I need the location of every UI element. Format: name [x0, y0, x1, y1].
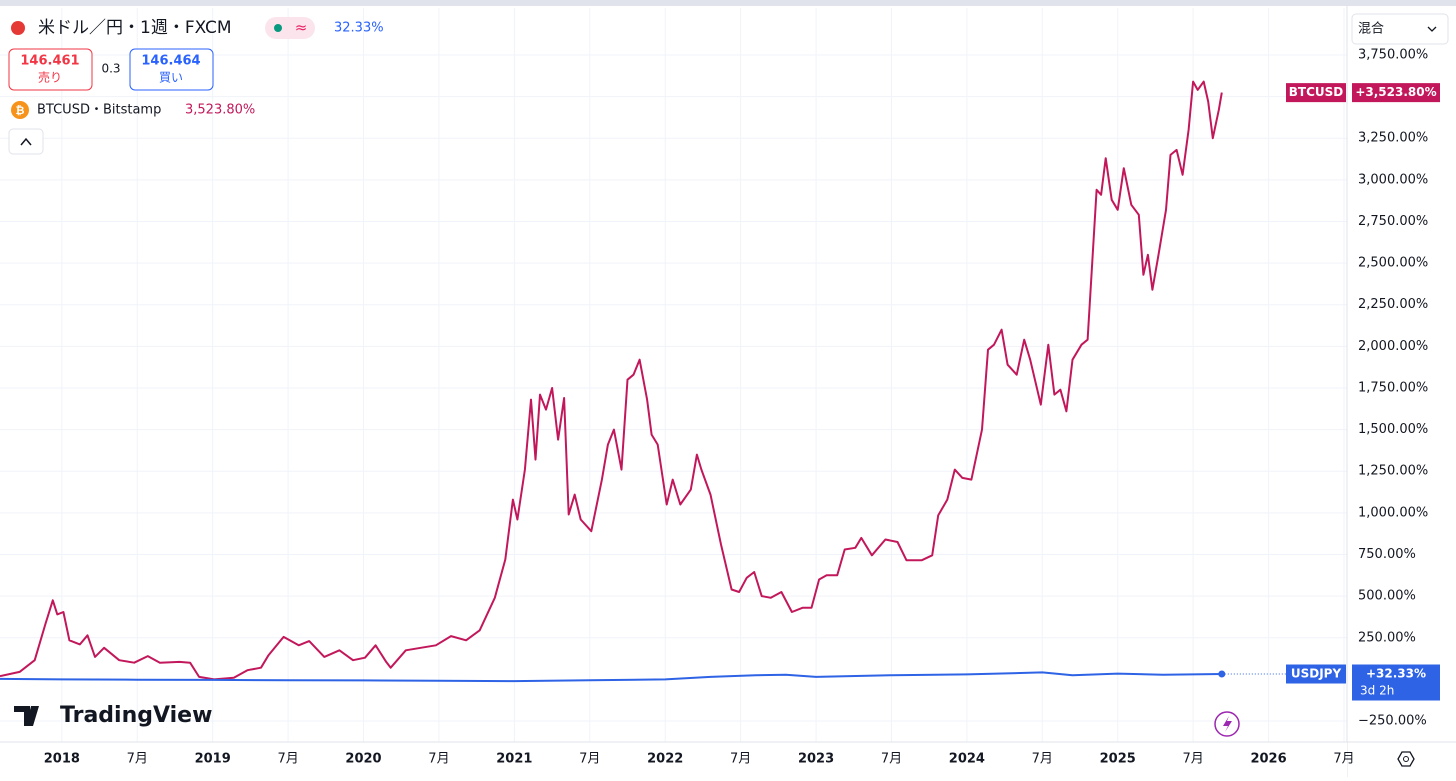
- grid: [0, 8, 1347, 742]
- y-tick-label: 1,000.00%: [1358, 505, 1428, 520]
- series-tag-name: USDJPY: [1291, 667, 1342, 681]
- x-tick-label: 7月: [579, 752, 600, 767]
- x-tick-label: 7月: [1032, 752, 1053, 767]
- buy-label: 買い: [159, 71, 183, 85]
- sell-price: 146.461: [20, 54, 79, 69]
- x-tick-label: 2023: [798, 752, 834, 767]
- x-tick-label: 2019: [195, 752, 231, 767]
- settings-icon[interactable]: [1397, 751, 1415, 767]
- x-tick-label: 2025: [1100, 752, 1136, 767]
- buy-price: 146.464: [141, 54, 200, 69]
- x-tick-label: 7月: [730, 752, 751, 767]
- scale-mode-button[interactable]: [1351, 13, 1449, 45]
- btc-icon: [11, 101, 29, 119]
- sell-label: 売り: [38, 70, 62, 85]
- series-tag: [1286, 664, 1346, 684]
- y-tick-label: 2,500.00%: [1358, 256, 1428, 271]
- time-axis: [0, 742, 1347, 777]
- series-line: [0, 80, 1223, 681]
- plot: [0, 80, 1347, 683]
- logo-icon: [14, 706, 39, 726]
- collapse-icon: [20, 137, 32, 146]
- x-tick-label: 2024: [949, 752, 985, 767]
- last-point: [1218, 670, 1226, 678]
- x-tick-label: 7月: [881, 752, 902, 767]
- overlay-change: 3,523.80%: [185, 103, 255, 118]
- price-axis: [1347, 6, 1456, 777]
- y-tick-label: 500.00%: [1358, 589, 1416, 604]
- btc-icon-glyph: ₿: [16, 104, 25, 117]
- x-tick-label: 2026: [1250, 752, 1286, 767]
- status-dot: [274, 24, 282, 32]
- collapse-button[interactable]: [8, 128, 44, 155]
- x-tick-label: 7月: [428, 752, 449, 767]
- x-tick-label: 7月: [1183, 752, 1204, 767]
- countdown: 3d 2h: [1360, 684, 1394, 698]
- overlay-label: BTCUSD・Bitstamp: [37, 103, 161, 118]
- y-tick-label: 3,000.00%: [1358, 172, 1428, 187]
- logo-text: TradingView: [60, 703, 212, 728]
- x-tick-label: 7月: [277, 752, 298, 767]
- y-tick-label: 2,750.00%: [1358, 214, 1428, 229]
- top-bar: [0, 0, 1456, 6]
- y-tick-label: 3,250.00%: [1358, 131, 1428, 146]
- last-value-label: +32.33%: [1366, 667, 1426, 681]
- dropdown-icon: [1427, 26, 1437, 32]
- x-tick-label: 2021: [496, 752, 532, 767]
- status-icon: ≈: [295, 19, 308, 37]
- spread: 0.3: [101, 62, 120, 76]
- x-tick-label: 7月: [127, 752, 148, 767]
- y-tick-label: 1,250.00%: [1358, 464, 1428, 479]
- y-tick-label: −250.00%: [1358, 714, 1427, 729]
- buy-button[interactable]: [129, 48, 214, 91]
- x-tick-label: 2020: [345, 752, 381, 767]
- last-value-label: +3,523.80%: [1355, 85, 1436, 99]
- y-tick-label: 2,250.00%: [1358, 297, 1428, 312]
- y-tick-label: 1,750.00%: [1358, 380, 1428, 395]
- y-tick-label: 3,750.00%: [1358, 47, 1428, 62]
- alert-icon: [1223, 716, 1232, 732]
- x-tick-label: 7月: [1333, 752, 1354, 767]
- scale-mode: 混合: [1358, 22, 1384, 37]
- symbol-title: 米ドル／円・1週・FXCM: [38, 18, 232, 38]
- settings-icon: [1403, 756, 1409, 762]
- y-tick-label: 2,000.00%: [1358, 339, 1428, 354]
- flag-icon: [11, 21, 25, 35]
- axes: −250.00% 250.00% 500.00% 750.00% 1,000.00% 1,…: [44, 47, 1428, 766]
- status-pill[interactable]: [265, 17, 315, 39]
- last-value-tag: [1352, 83, 1440, 103]
- y-tick-label: 1,500.00%: [1358, 422, 1428, 437]
- series-tag-name: BTCUSD: [1289, 85, 1344, 99]
- x-tick-label: 2022: [647, 752, 683, 767]
- sell-button[interactable]: [8, 48, 93, 91]
- y-tick-label: 750.00%: [1358, 547, 1416, 562]
- x-tick-label: 2018: [44, 752, 80, 767]
- y-tick-label: 250.00%: [1358, 630, 1416, 645]
- series-tag: [1286, 83, 1346, 103]
- symbol-change: 32.33%: [334, 21, 384, 36]
- last-value-tag: [1352, 664, 1440, 701]
- series-line: [0, 671, 1222, 683]
